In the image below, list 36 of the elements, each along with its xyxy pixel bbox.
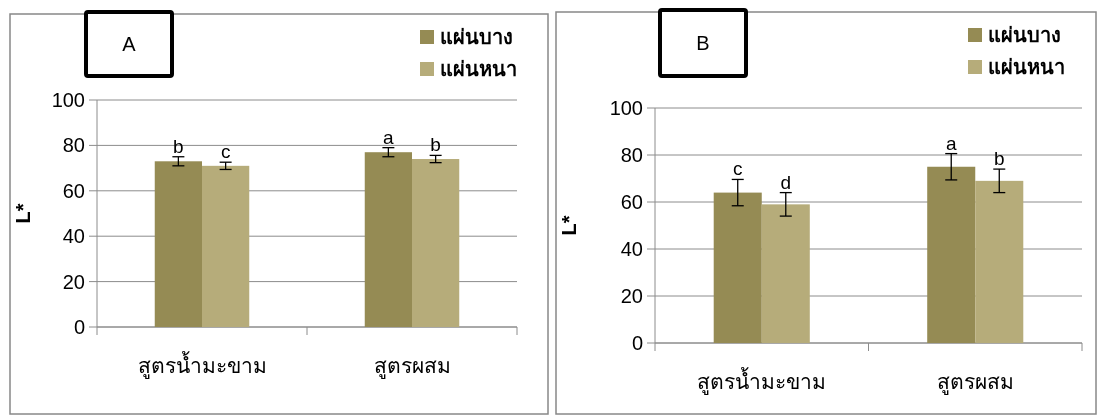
data-label: a: [383, 126, 395, 148]
chart-title: B: [696, 32, 710, 54]
y-tick-label: 20: [620, 285, 643, 307]
y-tick-label: 80: [620, 144, 643, 166]
chart-title: A: [122, 33, 137, 55]
data-label: d: [780, 171, 792, 193]
bar: [761, 204, 810, 343]
y-tick-label: 100: [609, 97, 643, 119]
x-tick-label: สูตรผสม: [936, 370, 1014, 395]
y-axis-title: L*: [12, 203, 34, 224]
legend-label: แผ่นหนา: [988, 56, 1065, 78]
bar: [713, 192, 762, 343]
data-label: c: [732, 158, 743, 180]
x-tick-label: สูตรผสม: [373, 354, 451, 379]
x-tick-label: สูตรน้ำมะขาม: [137, 351, 267, 379]
y-tick-label: 0: [631, 332, 643, 354]
y-tick-label: 60: [62, 179, 85, 202]
bar: [975, 180, 1024, 343]
legend-label: แผ่นบาง: [988, 24, 1061, 46]
data-label: a: [945, 132, 957, 154]
y-axis-title: L*: [558, 215, 580, 236]
data-label: c: [220, 141, 231, 163]
data-label: b: [430, 134, 441, 156]
y-tick-label: 60: [620, 191, 643, 213]
y-tick-label: 40: [620, 238, 643, 260]
x-tick-label: สูตรน้ำมะขาม: [697, 367, 827, 395]
bar: [927, 166, 976, 343]
data-label: b: [173, 135, 184, 157]
y-tick-label: 0: [73, 316, 85, 338]
legend-label: แผ่นหนา: [440, 58, 517, 80]
y-tick-label: 100: [51, 89, 85, 111]
y-tick-label: 80: [62, 134, 85, 157]
y-tick-label: 40: [62, 225, 85, 248]
data-label: b: [993, 148, 1005, 170]
legend-label: แผ่นบาง: [440, 26, 513, 48]
y-tick-label: 20: [62, 270, 85, 293]
